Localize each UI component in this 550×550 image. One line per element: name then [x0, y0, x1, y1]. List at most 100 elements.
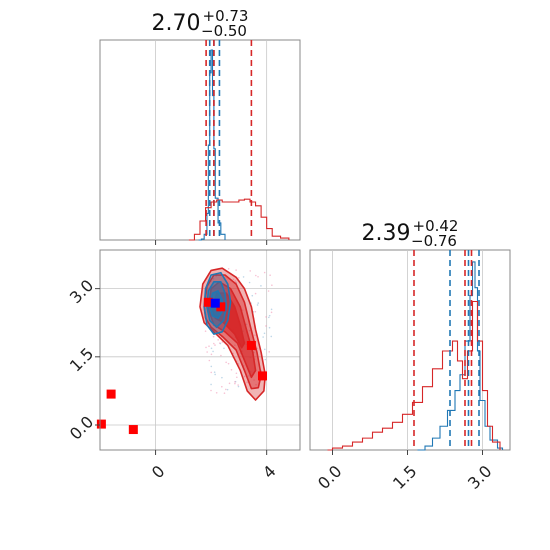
joint-sample-point	[271, 284, 273, 287]
joint-sample-point	[235, 372, 238, 375]
joint-sample-point	[268, 326, 271, 329]
joint-sample-point	[204, 330, 207, 332]
joint-sample-point	[234, 380, 236, 383]
joint-sample-point	[215, 392, 218, 394]
joint-sample-point	[269, 274, 271, 277]
joint-sample-point	[234, 280, 236, 282]
joint-sample-point	[257, 275, 259, 278]
joint-sample-point	[205, 346, 207, 349]
joint-sample-point	[212, 335, 215, 338]
joint-sample-point	[254, 310, 257, 313]
marginal-y-tick-label: 0.0	[314, 462, 345, 493]
joint-sample-point	[254, 292, 257, 295]
marginal-y-histogram-0	[417, 261, 504, 451]
joint-x-tick-label: 4	[259, 462, 280, 483]
joint-marker-0	[96, 419, 106, 429]
marginal-y-title-plus: +0.42	[413, 217, 459, 235]
joint-sample-point	[265, 325, 267, 327]
marginal-y-frame	[309, 249, 511, 451]
joint-sample-point	[256, 304, 259, 306]
joint-sample-point	[210, 353, 213, 356]
joint-sample-point	[227, 362, 230, 365]
joint-sample-point	[214, 344, 216, 346]
joint-sample-point	[228, 382, 231, 385]
marginal-x-histogram-0	[198, 49, 226, 241]
joint-sample-point	[263, 348, 266, 351]
joint-sample-point	[245, 323, 248, 326]
joint-sample-point	[251, 294, 254, 297]
joint-sample-point	[220, 354, 222, 357]
marginal-x-title-plus: +0.73	[203, 7, 249, 25]
joint-sample-point	[223, 347, 225, 350]
joint-sample-point	[213, 371, 216, 374]
joint-sample-point	[208, 345, 210, 348]
marginal-x-title-value: 2.70	[152, 11, 201, 36]
joint-sample-point	[248, 329, 251, 332]
joint-sample-point	[230, 368, 233, 371]
joint-sample-point	[206, 351, 208, 353]
joint-sample-point	[268, 316, 270, 319]
joint-sample-point	[210, 365, 213, 368]
joint-sample-point	[260, 285, 262, 287]
joint-sample-point	[208, 359, 211, 362]
joint-sample-point	[219, 342, 222, 345]
joint-marker-1	[210, 298, 220, 308]
joint-sample-point	[257, 302, 260, 304]
joint-sample-point	[234, 382, 236, 385]
joint-panel: 0 4 0.0 1.5 3.0	[66, 249, 301, 483]
marginal-y-title: 2.39 +0.42	[362, 217, 459, 246]
joint-sample-point	[241, 309, 244, 311]
joint-sample-point	[248, 375, 250, 377]
joint-sample-point	[221, 385, 223, 388]
joint-sample-point	[212, 350, 214, 353]
joint-sample-point	[232, 278, 235, 281]
joint-sample-point	[213, 342, 215, 345]
marginal-y-title-minus: −0.76	[411, 232, 457, 250]
joint-sample-point	[267, 290, 270, 292]
joint-sample-point	[255, 274, 257, 277]
marginal-y-panel: 0.0 1.5 3.0 2.39 +0.42 −0.76	[309, 217, 511, 493]
joint-sample-point	[270, 311, 273, 314]
joint-sample-point	[263, 332, 266, 335]
joint-sample-point	[265, 316, 267, 318]
joint-sample-point	[226, 388, 229, 391]
joint-sample-point	[268, 314, 271, 317]
joint-sample-point	[270, 308, 273, 311]
joint-sample-point	[248, 281, 251, 284]
joint-y-tick-label: 3.0	[66, 276, 97, 307]
joint-sample-point	[253, 379, 255, 381]
joint-y-tick-label: 1.5	[66, 344, 97, 375]
marginal-y-title-value: 2.39	[362, 221, 411, 246]
joint-sample-point	[234, 344, 236, 346]
joint-sample-point	[214, 373, 216, 376]
joint-marker-0	[106, 389, 116, 399]
joint-x-tick-label: 0	[148, 462, 169, 483]
joint-sample-point	[255, 383, 257, 386]
joint-sample-point	[262, 336, 264, 338]
joint-sample-point	[242, 276, 245, 278]
joint-sample-point	[223, 392, 226, 394]
joint-marker-0	[246, 340, 256, 350]
joint-sample-point	[254, 334, 256, 336]
joint-sample-point	[221, 341, 224, 343]
marginal-y-tick-label: 3.0	[464, 462, 495, 493]
joint-marker-0	[258, 371, 267, 381]
joint-sample-point	[268, 351, 271, 353]
marginal-x-frame	[99, 39, 301, 241]
joint-frame	[99, 249, 301, 451]
marginal-y-tick-label: 1.5	[389, 462, 420, 493]
joint-sample-point	[246, 381, 248, 383]
joint-sample-point	[212, 277, 215, 280]
joint-sample-point	[227, 267, 230, 270]
joint-sample-point	[225, 388, 227, 391]
joint-y-tick-label: 0.0	[66, 412, 97, 443]
joint-sample-point	[225, 361, 227, 364]
joint-marker-0	[216, 302, 226, 312]
joint-sample-point	[210, 347, 213, 350]
joint-sample-point	[264, 358, 267, 361]
joint-sample-point	[263, 271, 266, 274]
marginal-y-histogram-1	[327, 300, 501, 451]
joint-sample-point	[237, 384, 239, 386]
marginal-x-histogram-1	[188, 198, 290, 241]
